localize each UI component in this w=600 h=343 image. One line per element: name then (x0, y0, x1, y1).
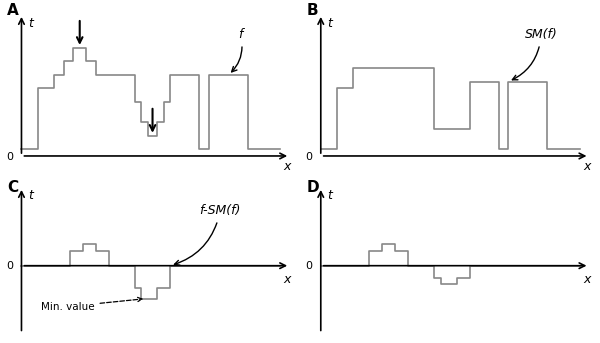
Text: x: x (284, 273, 291, 286)
Text: B: B (306, 3, 318, 18)
Text: f: f (232, 28, 242, 72)
Text: x: x (284, 160, 291, 173)
Text: t: t (327, 189, 332, 202)
Text: f-SM(f): f-SM(f) (175, 204, 241, 265)
Text: C: C (7, 180, 18, 195)
Text: 0: 0 (7, 152, 13, 162)
Text: Min. value: Min. value (41, 297, 142, 311)
Text: t: t (28, 17, 33, 30)
Text: x: x (583, 160, 590, 173)
Text: x: x (583, 273, 590, 286)
Text: 0: 0 (7, 261, 13, 271)
Text: SM(f): SM(f) (512, 28, 557, 80)
Text: t: t (28, 189, 33, 202)
Text: 0: 0 (305, 261, 313, 271)
Text: 0: 0 (305, 152, 313, 162)
Text: t: t (327, 17, 332, 30)
Text: D: D (306, 180, 319, 195)
Text: A: A (7, 3, 19, 18)
